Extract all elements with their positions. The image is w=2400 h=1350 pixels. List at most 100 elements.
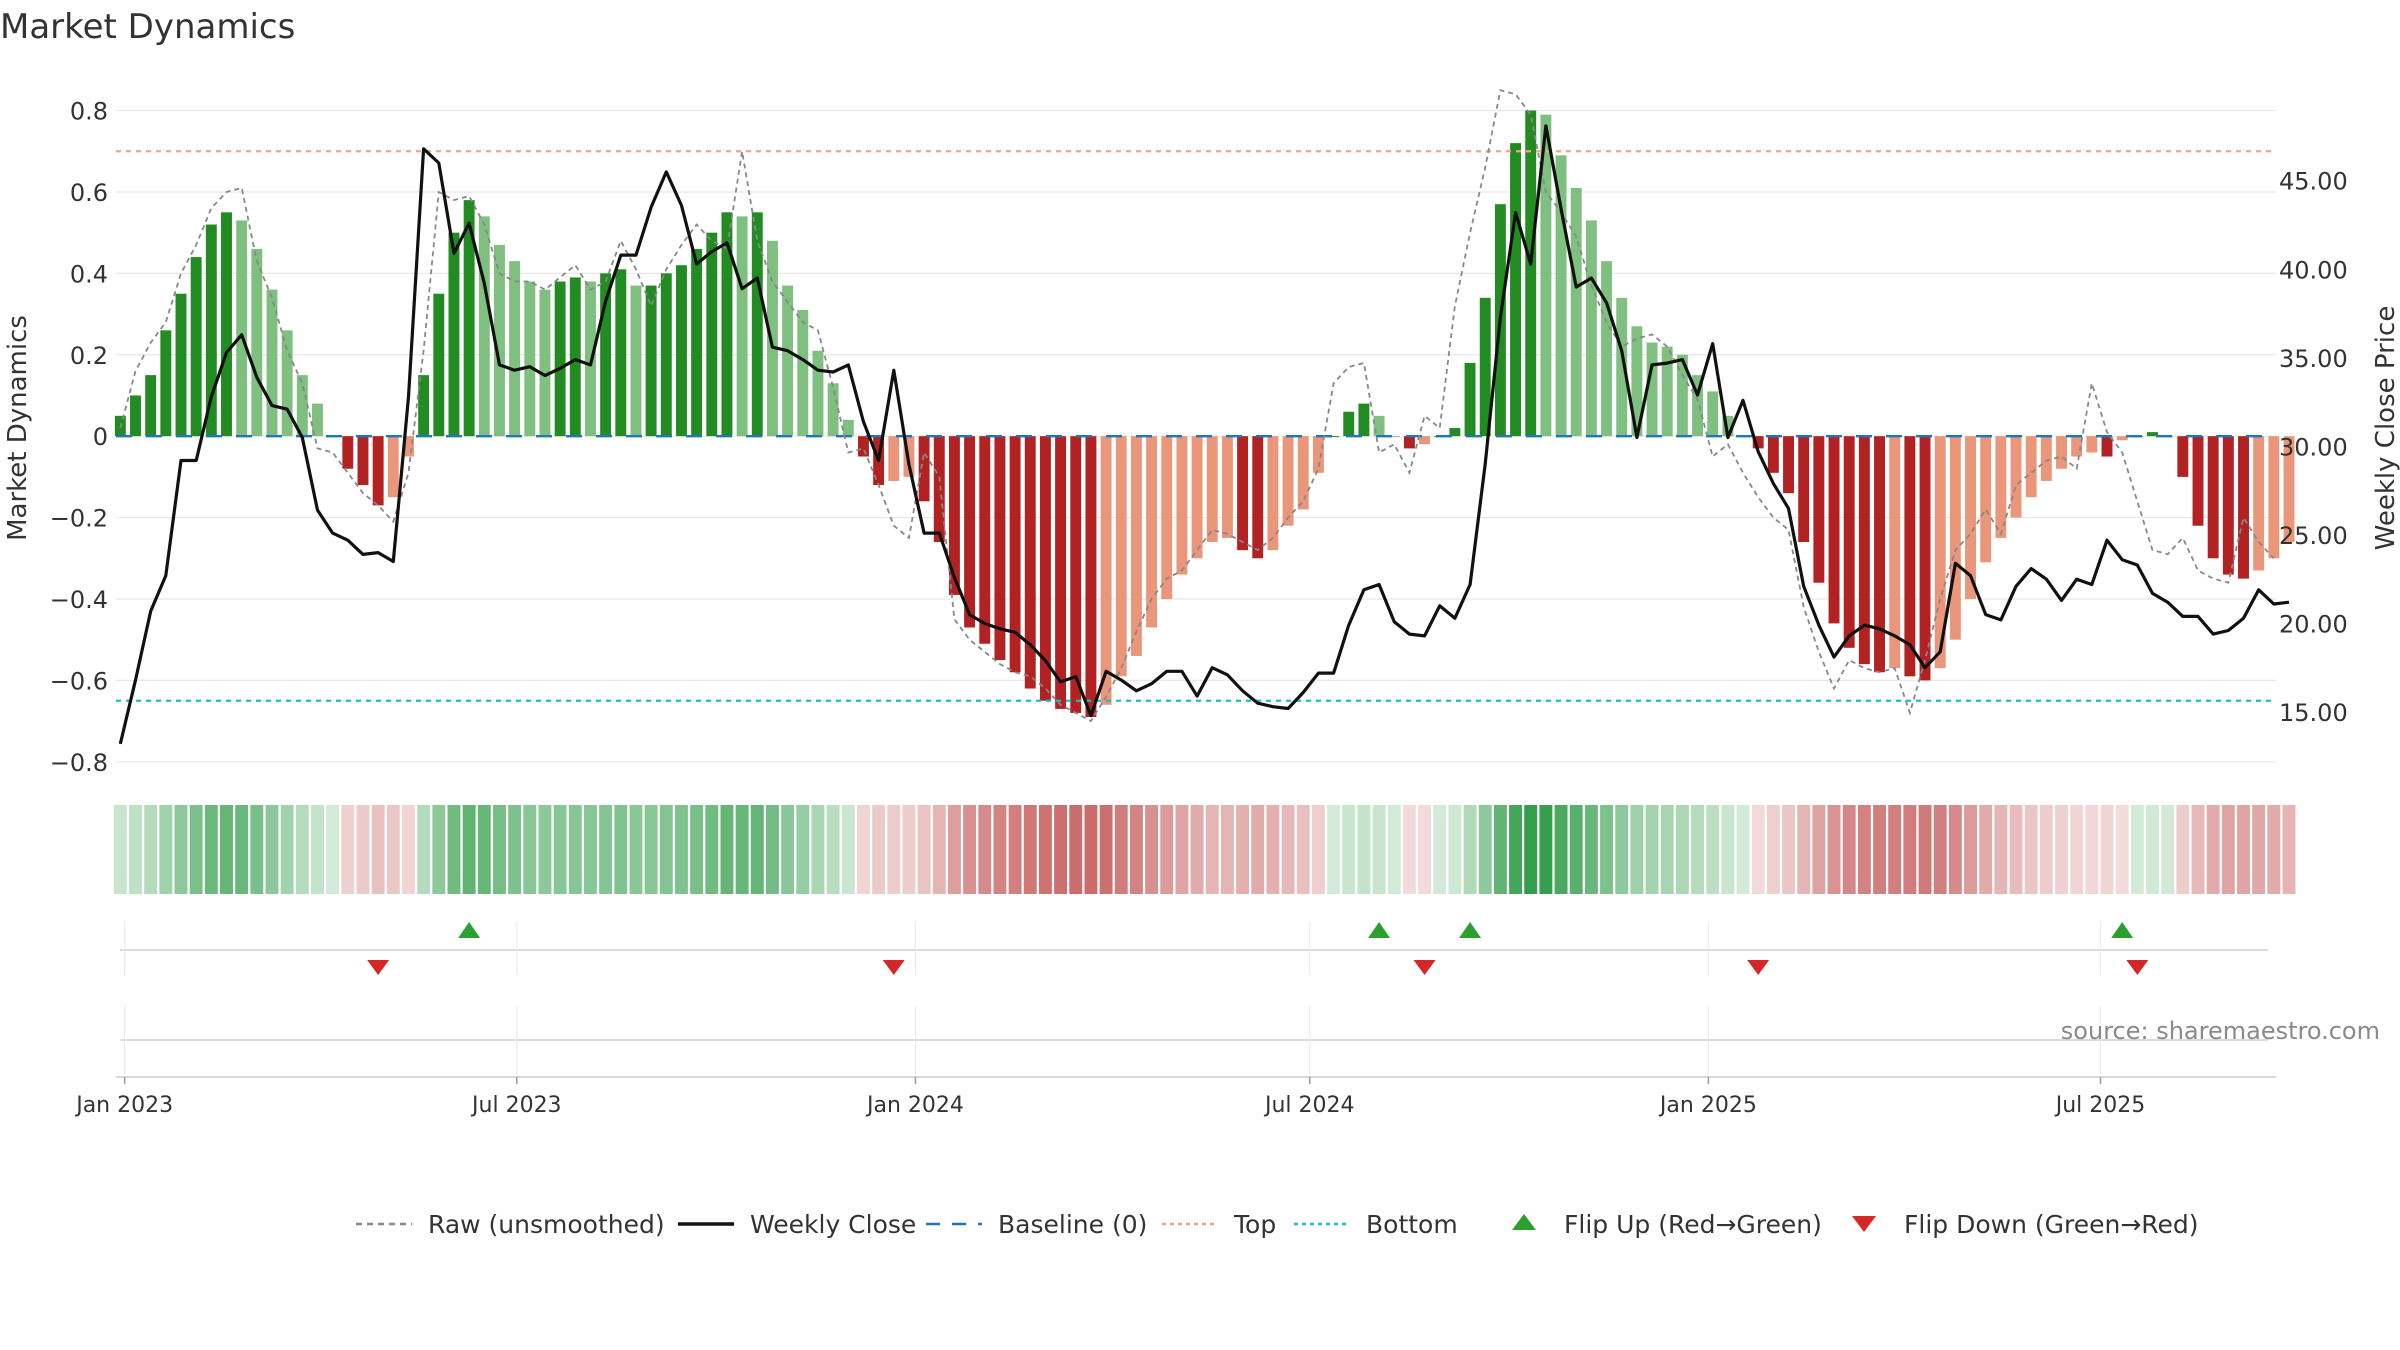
dynamics-bar	[645, 285, 657, 437]
regime-cell	[1311, 805, 1325, 894]
dynamics-bar	[1525, 110, 1537, 437]
regime-cell	[1160, 805, 1174, 894]
dynamics-bar	[1858, 436, 1870, 665]
regime-cell	[2161, 805, 2175, 894]
regime-cell	[326, 805, 340, 894]
dynamics-bar	[418, 375, 430, 437]
dynamics-bar	[918, 436, 930, 502]
dynamics-bar	[1297, 436, 1309, 510]
regime-cell	[735, 805, 749, 894]
dynamics-bar	[357, 436, 369, 486]
regime-cell	[614, 805, 628, 894]
regime-cell	[2024, 805, 2038, 894]
regime-cell	[356, 805, 370, 894]
dynamics-bar	[630, 285, 642, 437]
flip-down-marker	[882, 960, 905, 975]
regime-cell	[568, 805, 582, 894]
regime-cell	[917, 805, 931, 894]
regime-cell	[705, 805, 719, 894]
dynamics-bar	[266, 289, 278, 437]
dynamics-bar	[1009, 436, 1021, 673]
regime-cell	[1827, 805, 1841, 894]
regime-cell	[2130, 805, 2144, 894]
regime-cell	[1418, 805, 1432, 894]
regime-cell	[811, 805, 825, 894]
regime-cell	[386, 805, 400, 894]
dynamics-bar	[1555, 155, 1567, 437]
dynamics-bar	[721, 212, 733, 437]
dynamics-bar	[1934, 436, 1946, 669]
regime-cell	[1463, 805, 1477, 894]
regime-cell	[432, 805, 446, 894]
series-lines	[118, 89, 2290, 745]
dynamics-bar	[1843, 436, 1855, 648]
regime-cell	[841, 805, 855, 894]
regime-cell	[1645, 805, 1659, 894]
regime-cell	[932, 805, 946, 894]
regime-cell	[538, 805, 552, 894]
dynamics-bar	[1585, 220, 1597, 437]
y2-tick-label: 25.00	[2279, 522, 2348, 550]
dynamics-bar	[1039, 436, 1051, 701]
legend-label: Flip Up (Red→Green)	[1564, 1210, 1822, 1239]
regime-cell	[477, 805, 491, 894]
regime-cell	[508, 805, 522, 894]
y-tick-label: 0.2	[70, 342, 108, 370]
dynamics-bar	[1055, 436, 1067, 709]
regime-cell	[174, 805, 188, 894]
regime-cell	[311, 805, 324, 894]
regime-cell	[1994, 805, 2008, 894]
dynamics-bar	[1980, 436, 1992, 563]
legend-swatch	[1512, 1214, 1536, 1230]
regime-cell	[1782, 805, 1795, 894]
dynamics-bar	[600, 273, 612, 437]
regime-cell	[144, 805, 158, 894]
dynamics-bar	[433, 293, 445, 437]
legend-label: Raw (unsmoothed)	[428, 1210, 665, 1239]
regime-cell	[2176, 805, 2190, 894]
dynamics-bar	[1312, 436, 1324, 473]
dynamics-bar	[1752, 436, 1764, 449]
dynamics-bar	[130, 395, 141, 437]
y-tick-label: −0.6	[50, 667, 108, 695]
dynamics-bar	[296, 375, 308, 437]
dynamics-bar	[1024, 436, 1036, 689]
dynamics-bar	[1085, 436, 1097, 718]
regime-cell	[280, 805, 294, 894]
regime-cell	[2085, 805, 2099, 894]
dynamics-bar	[857, 436, 869, 457]
regime-cell	[1357, 805, 1371, 894]
regime-cell	[1630, 805, 1644, 894]
regime-cell	[826, 805, 840, 894]
regime-cell	[1569, 805, 1583, 894]
regime-cell	[1038, 805, 1052, 894]
dynamics-bar	[1221, 436, 1233, 538]
regime-cell	[1584, 805, 1598, 894]
dynamics-bar	[766, 240, 778, 437]
dynamics-bar	[888, 436, 900, 481]
flip-down-marker	[1747, 960, 1770, 975]
regime-cell	[599, 805, 613, 894]
regime-cell	[1387, 805, 1401, 894]
regime-cell	[978, 805, 992, 894]
dynamics-bar	[1616, 297, 1628, 437]
regime-cell	[856, 805, 870, 894]
regime-cell	[1812, 805, 1826, 894]
dynamics-bar	[190, 257, 202, 437]
regime-cell	[781, 805, 795, 894]
regime-cell	[2070, 805, 2084, 894]
dynamics-bar	[1828, 436, 1840, 624]
dynamics-bar	[2283, 436, 2295, 542]
regime-cell	[1736, 805, 1750, 894]
regime-cell	[1296, 805, 1310, 894]
regime-cell	[963, 805, 977, 894]
dynamics-bar	[1464, 362, 1476, 437]
x-tick-label: Jan 2025	[1658, 1093, 1757, 1118]
regime-cell	[204, 805, 218, 894]
regime-cell	[371, 805, 385, 894]
dynamics-bar	[1722, 415, 1734, 437]
dynamics-bar	[448, 232, 460, 437]
regime-cell	[265, 805, 279, 894]
regime-cell	[2191, 805, 2205, 894]
dynamics-bar	[524, 281, 536, 437]
